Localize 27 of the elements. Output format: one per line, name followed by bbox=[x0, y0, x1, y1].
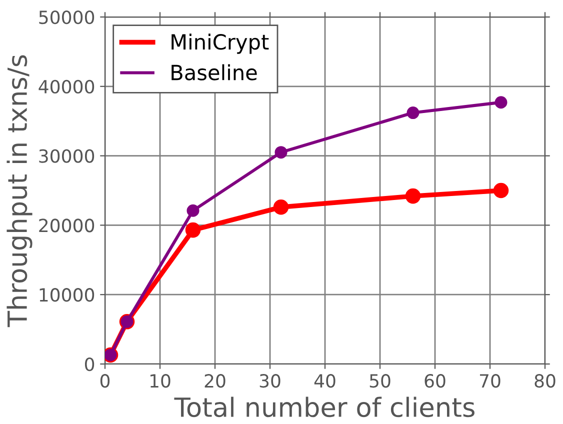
x-tick-label: 30 bbox=[260, 374, 280, 388]
x-tick-label: 20 bbox=[204, 374, 226, 388]
x-axis-title: Total number of clients bbox=[174, 396, 474, 418]
point bbox=[405, 188, 421, 204]
point bbox=[493, 182, 509, 198]
y-tick-label: 40000 bbox=[38, 80, 94, 94]
x-tick-label: 40 bbox=[314, 374, 336, 388]
x-tick-label: 10 bbox=[150, 374, 170, 388]
legend-label: MiniCrypt bbox=[172, 34, 269, 54]
y-tick-label: 20000 bbox=[39, 218, 94, 232]
x-tick-label: 50 bbox=[370, 374, 390, 388]
y-tick-label: 0 bbox=[84, 357, 94, 372]
point bbox=[186, 204, 200, 217]
x-tick-label: 60 bbox=[424, 374, 446, 388]
point bbox=[494, 96, 508, 109]
legend-label: Baseline bbox=[172, 64, 257, 80]
point bbox=[273, 200, 289, 215]
point bbox=[185, 222, 201, 238]
point bbox=[406, 106, 420, 120]
y-tick-label: 10000 bbox=[40, 288, 94, 302]
point bbox=[274, 146, 288, 159]
x-tick-label: 70 bbox=[480, 374, 500, 388]
y-tick-label: 50000 bbox=[39, 10, 94, 24]
y-tick-label: 30000 bbox=[39, 149, 94, 163]
x-tick-label: 0 bbox=[100, 374, 110, 388]
x-tick-label: 80 bbox=[534, 374, 556, 388]
y-axis-title: Throughput in txns/s bbox=[6, 55, 32, 328]
